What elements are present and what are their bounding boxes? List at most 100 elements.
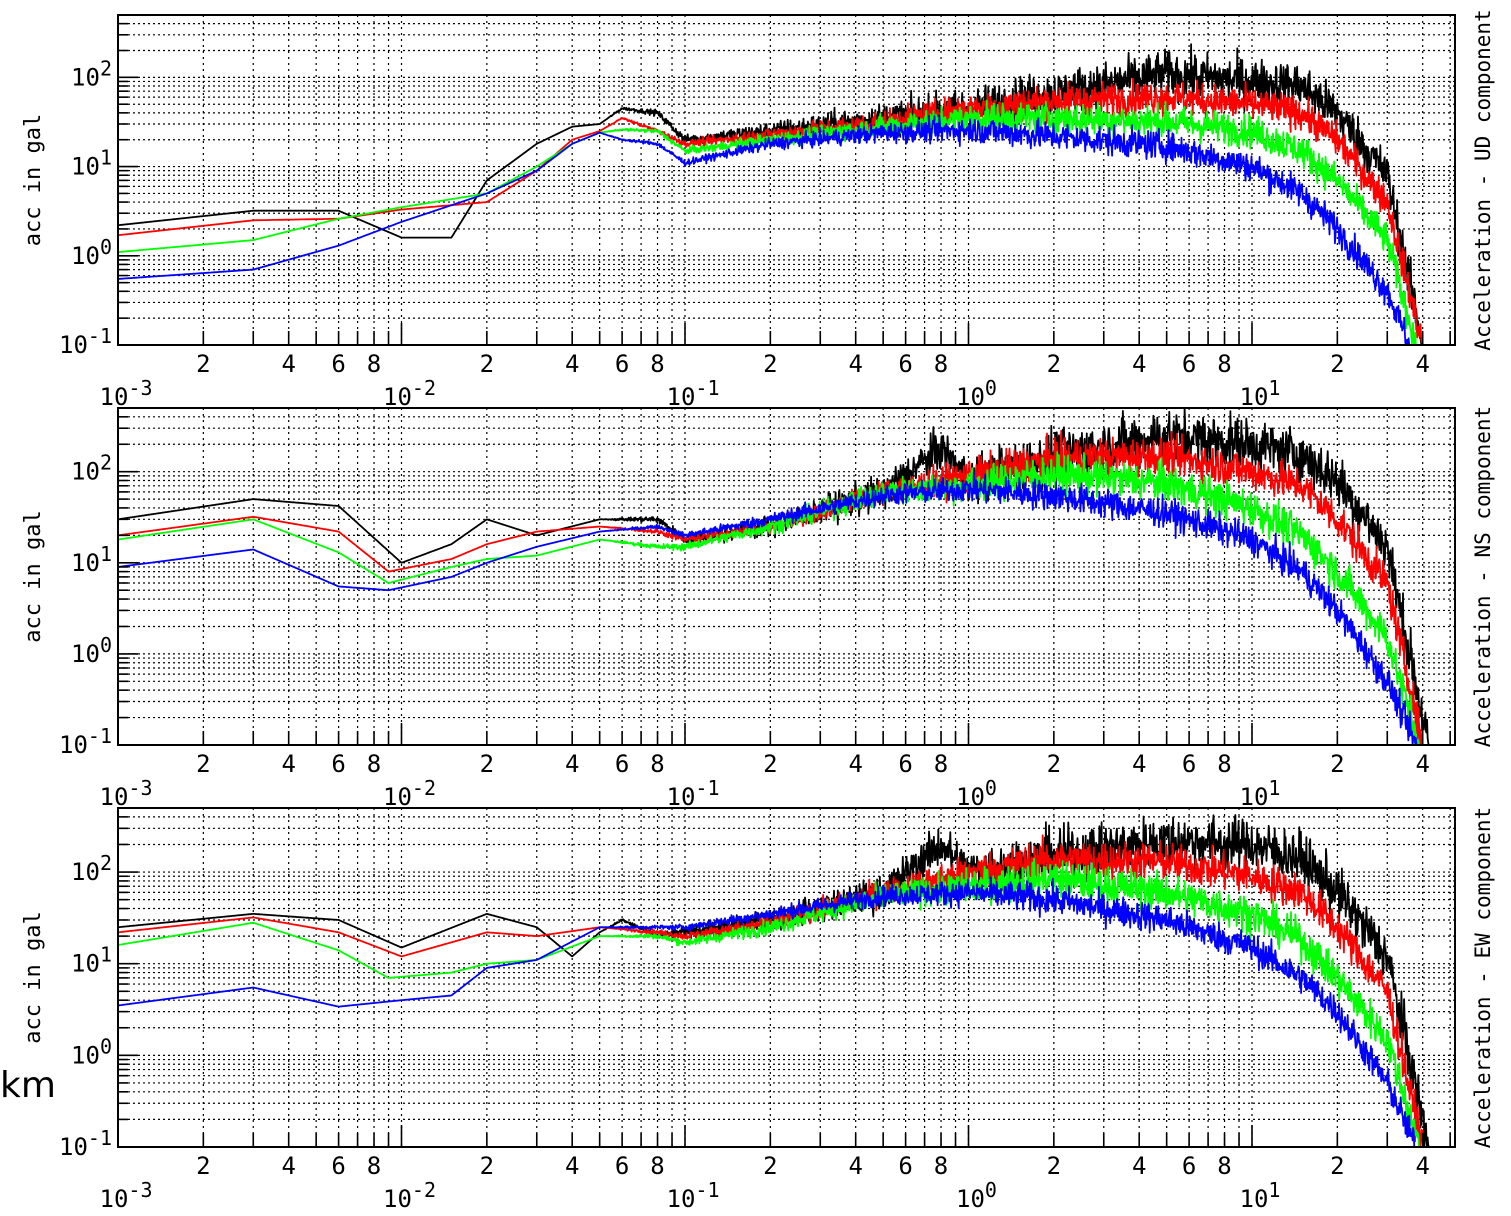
x-decade-label: 10-1 xyxy=(667,376,720,411)
y-tick-label: 101 xyxy=(71,943,112,978)
x-tick-label: 2 xyxy=(763,1152,777,1180)
y-tick-label: 10-1 xyxy=(59,1126,112,1161)
x-tick-label: 4 xyxy=(848,750,862,778)
y-tick-label: 101 xyxy=(71,542,112,577)
x-decade-label: 10-1 xyxy=(667,1178,720,1213)
component-label: Acceleration - EW component xyxy=(1471,807,1495,1148)
y-tick-label: 100 xyxy=(71,633,112,668)
x-tick-label: 6 xyxy=(1182,1152,1196,1180)
y-axis-label: acc in gal xyxy=(21,911,46,1043)
x-tick-label: 2 xyxy=(1330,350,1344,378)
x-tick-label: 2 xyxy=(1047,750,1061,778)
x-tick-label: 4 xyxy=(1415,750,1429,778)
component-label: Acceleration - NS component xyxy=(1471,406,1495,747)
x-decade-label: 10-3 xyxy=(100,1178,153,1213)
x-tick-label: 8 xyxy=(934,1152,948,1180)
x-decade-label: 101 xyxy=(1240,1178,1281,1213)
x-ticks xyxy=(117,407,1451,746)
x-ticks xyxy=(117,807,1451,1148)
x-tick-label: 2 xyxy=(763,750,777,778)
x-tick-label: 6 xyxy=(331,750,345,778)
x-tick-label: 6 xyxy=(615,750,629,778)
x-tick-label: 4 xyxy=(565,750,579,778)
x-tick-label: 8 xyxy=(1217,750,1231,778)
x-decade-label: 101 xyxy=(1240,776,1281,811)
x-tick-label: 2 xyxy=(1330,1152,1344,1180)
x-tick-label: 8 xyxy=(367,1152,381,1180)
x-tick-label: 6 xyxy=(615,1152,629,1180)
x-tick-label: 4 xyxy=(1132,1152,1146,1180)
x-decade-label: 10-2 xyxy=(383,776,436,811)
x-tick-label: 6 xyxy=(331,1152,345,1180)
component-label: Acceleration - UD component xyxy=(1471,9,1495,350)
series-line xyxy=(117,114,1411,346)
x-tick-label: 2 xyxy=(480,350,494,378)
series-line xyxy=(117,857,1420,1148)
panel-ns: 2 4 6 8 2 4 6 8 2 4 6 8 2 4 6 8 2 410-3 10-2 10-1 100 10110-1… xyxy=(21,406,1495,811)
x-tick-label: 4 xyxy=(565,350,579,378)
km-label: km xyxy=(0,1065,56,1106)
x-tick-label: 8 xyxy=(1217,350,1231,378)
series-line xyxy=(117,471,1418,746)
y-tick-label: 102 xyxy=(71,56,112,91)
x-tick-label: 2 xyxy=(1047,350,1061,378)
x-decade-label: 10-2 xyxy=(383,1178,436,1213)
y-tick-label: 101 xyxy=(71,146,112,181)
x-tick-label: 4 xyxy=(848,350,862,378)
x-tick-label: 2 xyxy=(763,350,777,378)
y-tick-label: 10-1 xyxy=(59,324,112,359)
x-tick-label: 6 xyxy=(898,750,912,778)
x-tick-label: 4 xyxy=(1415,350,1429,378)
x-tick-label: 6 xyxy=(898,350,912,378)
x-tick-label: 8 xyxy=(1217,1152,1231,1180)
grid xyxy=(118,15,1455,345)
x-tick-label: 2 xyxy=(1047,1152,1061,1180)
x-tick-label: 6 xyxy=(898,1152,912,1180)
x-tick-label: 6 xyxy=(1182,750,1196,778)
series-line xyxy=(117,429,1424,746)
x-tick-label: 6 xyxy=(1182,350,1196,378)
x-tick-label: 2 xyxy=(480,750,494,778)
x-tick-label: 8 xyxy=(650,1152,664,1180)
x-tick-label: 6 xyxy=(331,350,345,378)
x-tick-label: 2 xyxy=(480,1152,494,1180)
x-tick-label: 8 xyxy=(934,750,948,778)
x-decade-label: 100 xyxy=(956,376,997,411)
x-decade-label: 10-1 xyxy=(667,776,720,811)
x-tick-label: 2 xyxy=(196,750,210,778)
x-tick-label: 4 xyxy=(848,1152,862,1180)
grid xyxy=(118,408,1455,745)
series-line xyxy=(117,834,1424,1148)
x-tick-label: 4 xyxy=(1132,750,1146,778)
x-tick-label: 2 xyxy=(1330,750,1344,778)
panel-ud: 2 4 6 8 2 4 6 8 2 4 6 8 2 4 6 8 2 410-3 10-2 10-1 100 10110-1… xyxy=(21,9,1495,411)
y-tick-label: 100 xyxy=(71,1034,112,1069)
x-tick-label: 4 xyxy=(281,1152,295,1180)
x-tick-label: 4 xyxy=(565,1152,579,1180)
x-decade-label: 10-3 xyxy=(100,776,153,811)
series-line xyxy=(117,876,1417,1148)
x-tick-label: 8 xyxy=(367,750,381,778)
series-line xyxy=(117,99,1417,346)
x-tick-label: 8 xyxy=(650,350,664,378)
y-tick-label: 102 xyxy=(71,851,112,886)
grid xyxy=(118,808,1455,1147)
series-line xyxy=(117,451,1420,746)
x-tick-label: 2 xyxy=(196,1152,210,1180)
y-axis-label: acc in gal xyxy=(21,510,46,642)
series-line xyxy=(117,814,1430,1148)
series-line xyxy=(117,43,1424,346)
x-decade-label: 100 xyxy=(956,1178,997,1213)
x-ticks xyxy=(117,14,1451,346)
x-tick-label: 6 xyxy=(615,350,629,378)
x-tick-label: 4 xyxy=(281,350,295,378)
x-tick-label: 4 xyxy=(281,750,295,778)
x-tick-label: 4 xyxy=(1415,1152,1429,1180)
x-decade-label: 101 xyxy=(1240,376,1281,411)
y-tick-label: 10-1 xyxy=(59,724,112,759)
y-axis-label: acc in gal xyxy=(21,114,46,246)
x-tick-label: 8 xyxy=(367,350,381,378)
y-tick-label: 100 xyxy=(71,235,112,270)
panel-ew: 2 4 6 8 2 4 6 8 2 4 6 8 2 4 6 8 2 410-3 10-2 10-1 100 10110-1… xyxy=(21,807,1495,1213)
